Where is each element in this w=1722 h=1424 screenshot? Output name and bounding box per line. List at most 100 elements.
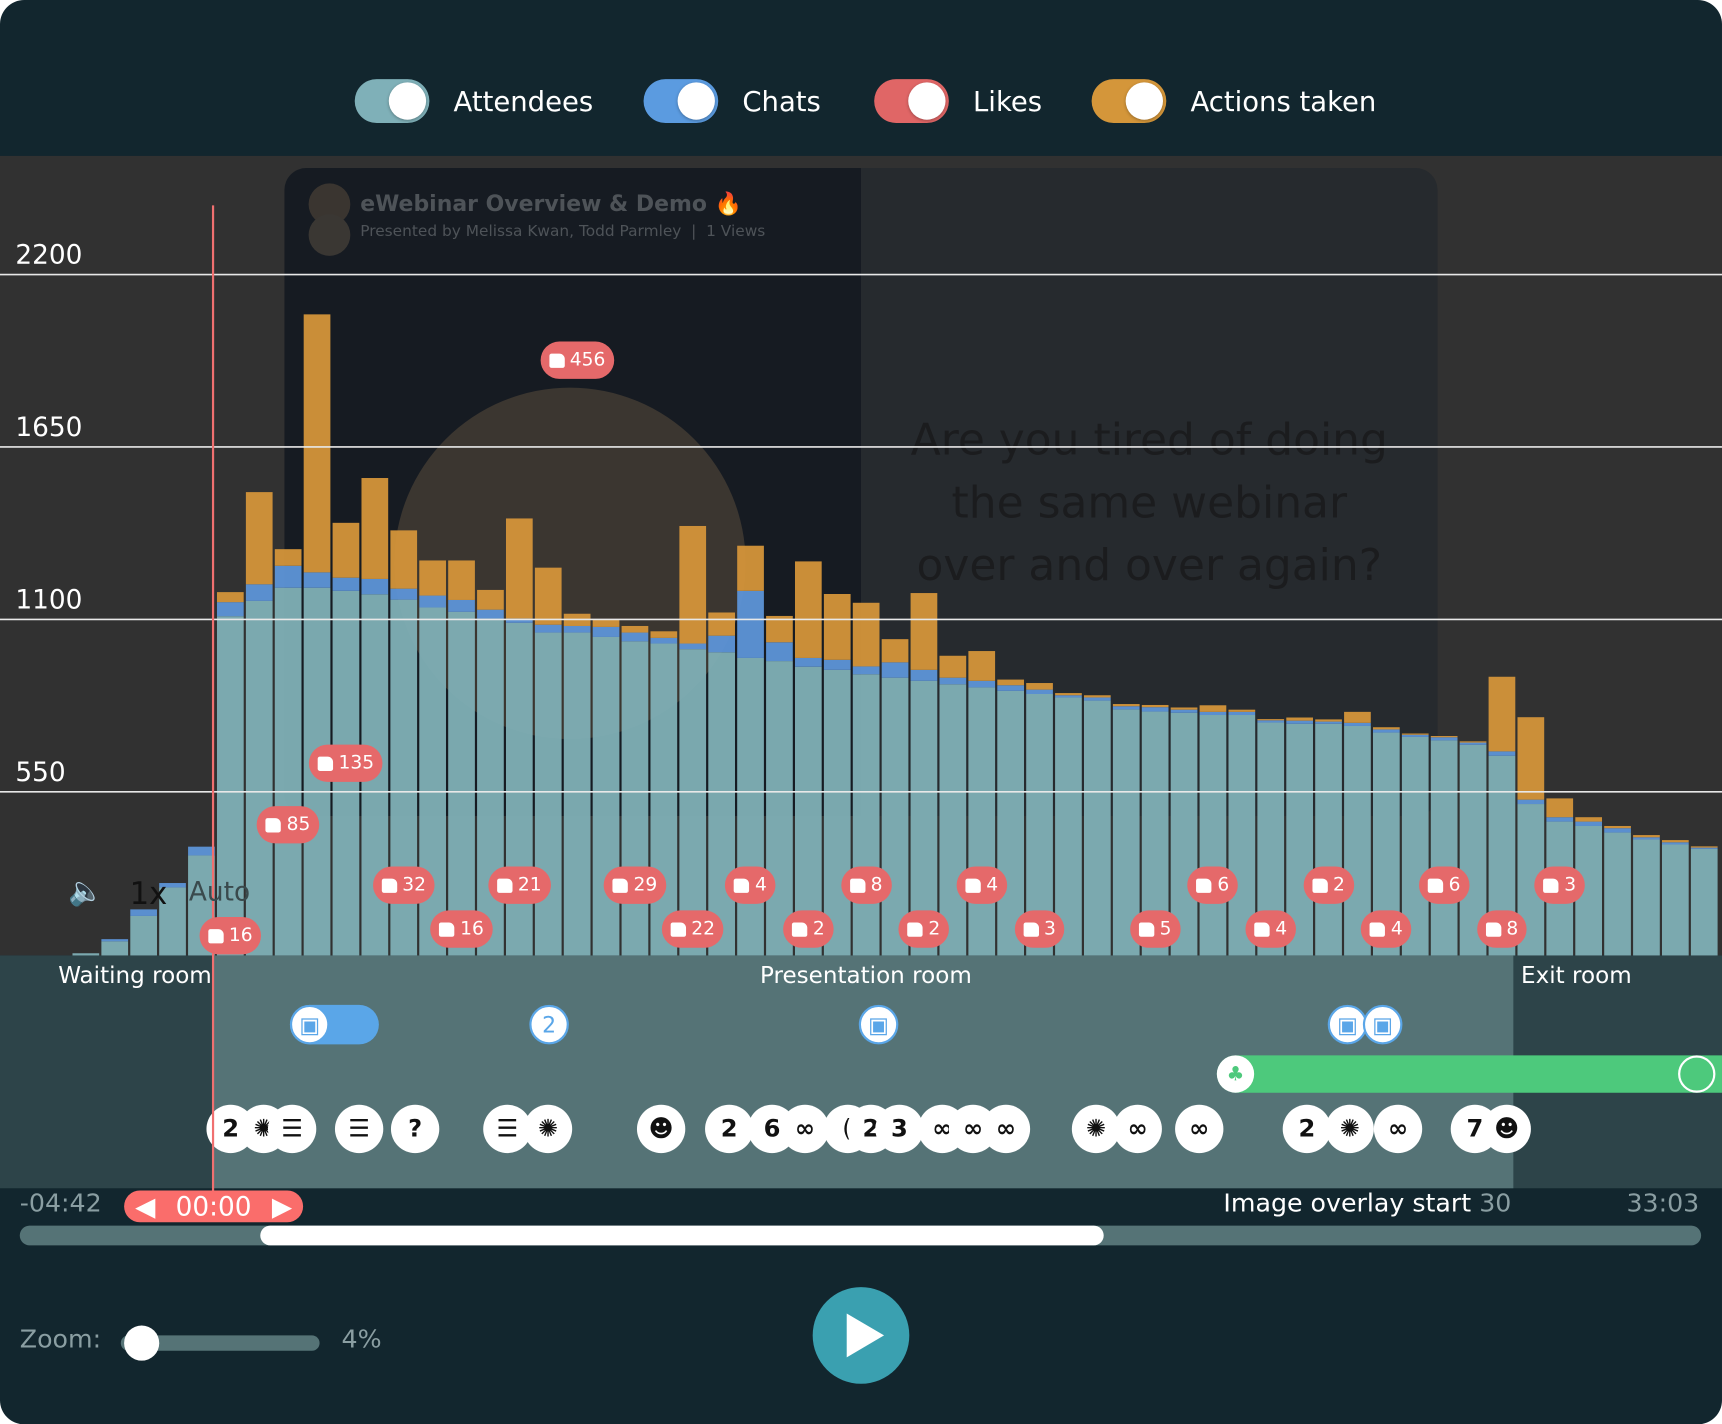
bar-chats[interactable] xyxy=(303,572,331,588)
likes-badge[interactable]: 2 xyxy=(783,910,834,948)
likes-badge[interactable]: 4 xyxy=(725,866,776,904)
bar-attendees[interactable] xyxy=(997,690,1024,956)
bar-actions-taken[interactable] xyxy=(1228,709,1256,712)
bar-attendees[interactable] xyxy=(563,632,591,956)
bar-attendees[interactable] xyxy=(534,632,562,956)
likes-badge[interactable]: 3 xyxy=(1014,910,1065,948)
bar-attendees[interactable] xyxy=(737,657,764,956)
bar-chats[interactable] xyxy=(245,584,273,601)
bar-chats[interactable] xyxy=(1083,697,1111,701)
bar-chats[interactable] xyxy=(766,642,793,662)
image-icon[interactable]: ▣ xyxy=(1327,1004,1368,1045)
bar-actions-taken[interactable] xyxy=(216,592,244,603)
bar-actions-taken[interactable] xyxy=(737,545,764,591)
bar-chats[interactable] xyxy=(823,659,851,670)
bar-chats[interactable] xyxy=(737,590,764,658)
bar-actions-taken[interactable] xyxy=(419,560,446,596)
bar-attendees[interactable] xyxy=(939,684,967,956)
bar-attendees[interactable] xyxy=(274,587,302,956)
toggle-switch[interactable] xyxy=(874,79,949,123)
timeline-scrollbar[interactable] xyxy=(19,1225,1702,1246)
bar-attendees[interactable] xyxy=(592,636,620,956)
checklist-icon[interactable]: ☰ xyxy=(483,1104,532,1154)
bar-chats[interactable] xyxy=(216,602,244,617)
bar-attendees[interactable] xyxy=(1199,715,1227,956)
play-button[interactable] xyxy=(812,1287,910,1384)
question-icon[interactable]: ? xyxy=(390,1104,440,1154)
bar-actions-taken[interactable] xyxy=(1170,707,1198,710)
bar-actions-taken[interactable] xyxy=(592,619,620,627)
bar-actions-taken[interactable] xyxy=(534,567,562,625)
current-time-handle[interactable]: ◀ 00:00 ▶ xyxy=(124,1190,304,1223)
lightbulb-icon[interactable]: ✺ xyxy=(1325,1104,1374,1154)
bar-chats[interactable] xyxy=(1661,842,1689,845)
volume-icon[interactable]: 🔈 xyxy=(68,875,104,909)
bar-attendees[interactable] xyxy=(679,649,707,956)
bar-attendees[interactable] xyxy=(1083,700,1111,956)
bar-chats[interactable] xyxy=(1459,742,1487,745)
bar-attendees[interactable] xyxy=(159,887,186,956)
bar-attendees[interactable] xyxy=(72,953,100,956)
bar-actions-taken[interactable] xyxy=(1257,719,1285,721)
bar-actions-taken[interactable] xyxy=(1372,727,1400,730)
bar-actions-taken[interactable] xyxy=(1430,736,1458,738)
bar-actions-taken[interactable] xyxy=(1575,817,1602,822)
likes-badge[interactable]: 8 xyxy=(1476,910,1528,948)
bar-chats[interactable] xyxy=(1199,711,1227,716)
bar-attendees[interactable] xyxy=(621,641,649,956)
zoom-slider-knob[interactable] xyxy=(124,1325,160,1361)
image-icon[interactable]: ▣ xyxy=(858,1004,899,1045)
bar-chats[interactable] xyxy=(1141,707,1169,712)
bar-chats[interactable] xyxy=(159,883,186,888)
bar-chats[interactable] xyxy=(1575,821,1602,826)
bar-chats[interactable] xyxy=(1344,722,1371,726)
bar-actions-taken[interactable] xyxy=(1083,695,1111,698)
bar-actions-taken[interactable] xyxy=(1661,840,1689,843)
bar-actions-taken[interactable] xyxy=(1690,846,1718,848)
bar-attendees[interactable] xyxy=(1604,832,1631,956)
bar-chats[interactable] xyxy=(852,666,880,675)
bar-chats[interactable] xyxy=(1546,817,1574,822)
toggle-attendees[interactable]: Attendees xyxy=(354,79,593,123)
chat-smile-icon[interactable]: ☻ xyxy=(636,1104,686,1154)
bar-actions-taken[interactable] xyxy=(361,478,389,579)
scrollbar-thumb[interactable] xyxy=(260,1225,1104,1246)
bar-chats[interactable] xyxy=(679,643,707,650)
likes-badge[interactable]: 4 xyxy=(956,866,1007,904)
bar-actions-taken[interactable] xyxy=(1315,719,1342,722)
bar-attendees[interactable] xyxy=(448,611,475,956)
likes-badge[interactable]: 16 xyxy=(199,917,262,955)
bar-attendees[interactable] xyxy=(1661,844,1689,956)
bar-chats[interactable] xyxy=(1286,720,1313,724)
chat-smile-icon[interactable]: ☻ xyxy=(1482,1104,1531,1154)
offer-end-handle[interactable] xyxy=(1678,1055,1716,1093)
step-back-icon[interactable]: ◀ xyxy=(135,1191,156,1222)
bar-actions-taken[interactable] xyxy=(505,518,533,619)
bar-actions-taken[interactable] xyxy=(1546,798,1574,818)
bar-chats[interactable] xyxy=(130,909,157,916)
bar-chats[interactable] xyxy=(1315,721,1342,724)
likes-badge[interactable]: 6 xyxy=(1187,866,1239,904)
bar-chats[interactable] xyxy=(997,685,1024,691)
bar-chats[interactable] xyxy=(1055,695,1082,698)
playhead-line[interactable] xyxy=(211,205,215,1194)
offer-icon[interactable]: ♣ xyxy=(1216,1055,1255,1093)
bar-actions-taken[interactable] xyxy=(448,560,475,600)
bar-chats[interactable] xyxy=(448,599,475,612)
bar-attendees[interactable] xyxy=(650,643,678,956)
bar-actions-taken[interactable] xyxy=(881,639,909,663)
bar-actions-taken[interactable] xyxy=(1488,676,1516,752)
bar-chats[interactable] xyxy=(1488,751,1516,756)
likes-badge[interactable]: 5 xyxy=(1129,910,1181,948)
image-icon[interactable]: ▣ xyxy=(1362,1004,1403,1045)
bar-chats[interactable] xyxy=(534,624,562,633)
bar-chats[interactable] xyxy=(1026,689,1053,695)
bar-actions-taken[interactable] xyxy=(679,525,707,644)
bar-actions-taken[interactable] xyxy=(390,530,418,589)
likes-badge[interactable]: 85 xyxy=(257,806,320,844)
bar-chats[interactable] xyxy=(1517,799,1545,805)
bar-chats[interactable] xyxy=(563,625,591,633)
checklist-icon[interactable]: ☰ xyxy=(267,1104,317,1154)
toggle-switch[interactable] xyxy=(354,79,430,123)
bar-attendees[interactable] xyxy=(823,669,851,956)
